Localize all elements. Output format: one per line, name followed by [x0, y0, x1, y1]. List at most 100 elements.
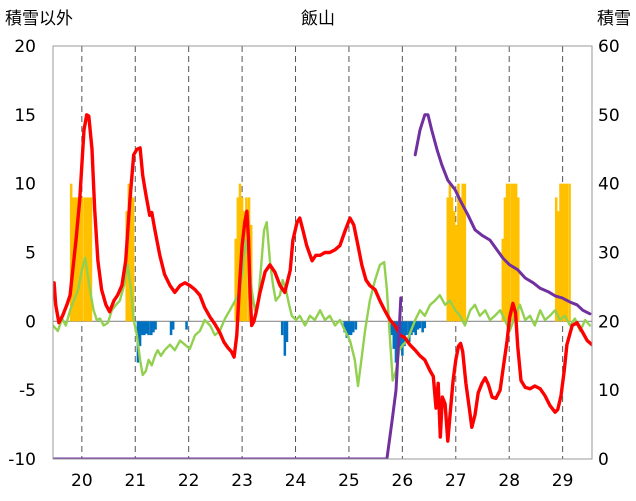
orange-bar [131, 197, 135, 322]
blue-bar [171, 321, 175, 330]
orange-bar [514, 183, 518, 322]
orange-bar [234, 238, 237, 322]
y-tick-label-left: 15 [14, 106, 36, 126]
blue-bar [416, 321, 420, 330]
x-tick-label: 23 [231, 471, 253, 491]
green-line [53, 221, 592, 388]
orange-bar [89, 197, 93, 322]
orange-bar [561, 183, 564, 322]
y-tick-label-right: 50 [598, 106, 620, 126]
orange-bar [446, 197, 450, 322]
blue-bar [143, 321, 146, 336]
blue-bar [280, 321, 284, 336]
orange-bar [554, 197, 558, 322]
y-tick-label-left: 0 [25, 312, 36, 332]
blue-bar [405, 321, 408, 336]
blue-bar [408, 321, 411, 342]
blue-bar [140, 321, 144, 336]
blue-bar [394, 321, 398, 363]
green-line-series [53, 221, 592, 388]
red-line [53, 113, 592, 443]
blue-bar [351, 321, 355, 333]
x-tick-label: 24 [285, 471, 307, 491]
right-axis-title: 積雪 [597, 9, 631, 29]
orange-bar [87, 197, 91, 322]
y-tick-label-left: 5 [25, 244, 36, 264]
y-tick-label-right: 20 [598, 312, 620, 332]
x-tick-label: 26 [392, 471, 414, 491]
blue-bar [145, 321, 148, 334]
y-tick-label-right: 0 [598, 450, 609, 470]
orange-bar [236, 197, 240, 322]
orange-bar [512, 183, 516, 322]
orange-bar [76, 197, 79, 322]
blue-bar [392, 321, 396, 349]
plot-marks [53, 113, 592, 459]
orange-bar [455, 224, 458, 322]
y-tick-label-right: 40 [598, 175, 620, 195]
red-line-series [53, 113, 592, 443]
y-tick-label-left: -10 [8, 450, 36, 470]
x-tick-label: 21 [124, 471, 146, 491]
y-tick-label-right: 10 [598, 381, 620, 401]
orange-bar [517, 197, 520, 322]
blue-bar [138, 321, 142, 347]
orange-bar [507, 183, 511, 322]
blue-bar [147, 321, 150, 336]
purple-line-series [53, 113, 592, 459]
x-tick-label: 29 [552, 471, 574, 491]
blue-bar [343, 321, 346, 333]
orange-bar [563, 183, 567, 322]
blue-bar [345, 321, 349, 338]
blue-bar [354, 321, 358, 330]
y-tick-label-right: 30 [598, 244, 620, 264]
orange-bar [85, 197, 88, 322]
orange-bar [559, 183, 562, 322]
blue-bar [423, 321, 427, 329]
orange-bar [69, 183, 73, 322]
tick-labels: 20 21 22 23 24 25 26 27 28 2920151050-5-106050403… [8, 37, 619, 491]
blue-bar [349, 321, 353, 336]
blue-bar [401, 321, 404, 356]
orange-bar [452, 211, 456, 322]
orange-bar [78, 197, 81, 322]
orange-bar [450, 197, 454, 322]
purple-line [53, 113, 592, 459]
orange-bar [80, 197, 84, 322]
x-tick-label: 22 [178, 471, 200, 491]
orange-bar [510, 183, 514, 322]
orange-bar [461, 183, 464, 322]
y-tick-label-right: 60 [598, 37, 620, 57]
y-tick-label-left: 10 [14, 175, 36, 195]
orange-bar [129, 183, 133, 322]
blue-bar [403, 321, 406, 347]
orange-bar [127, 183, 131, 322]
orange-bar [459, 197, 462, 322]
blue-bar [185, 321, 188, 330]
blue-bar [285, 321, 289, 342]
orange-bar [448, 183, 452, 322]
blue-bar [152, 321, 155, 333]
left-axis-title: 積雪以外 [5, 9, 73, 29]
orange-bar [245, 197, 248, 322]
orange-bar [501, 238, 505, 322]
blue-bar [421, 321, 424, 333]
y-tick-label-left: -5 [19, 381, 36, 401]
blue-bar [154, 321, 157, 330]
blue-bar [169, 321, 173, 336]
orange-bar [463, 183, 467, 322]
blue-bar [150, 321, 153, 336]
x-tick-label: 28 [498, 471, 520, 491]
x-tick-label: 25 [338, 471, 360, 491]
x-tick-label: 27 [445, 471, 467, 491]
blue-bar [390, 321, 393, 336]
plot-area-frame [52, 45, 593, 460]
blue-bar [283, 321, 287, 356]
blue-bar [347, 321, 351, 336]
blue-bar [418, 321, 422, 329]
blue-bar [414, 321, 417, 336]
orange-bar [457, 183, 460, 322]
x-tick-label: 20 [71, 471, 93, 491]
